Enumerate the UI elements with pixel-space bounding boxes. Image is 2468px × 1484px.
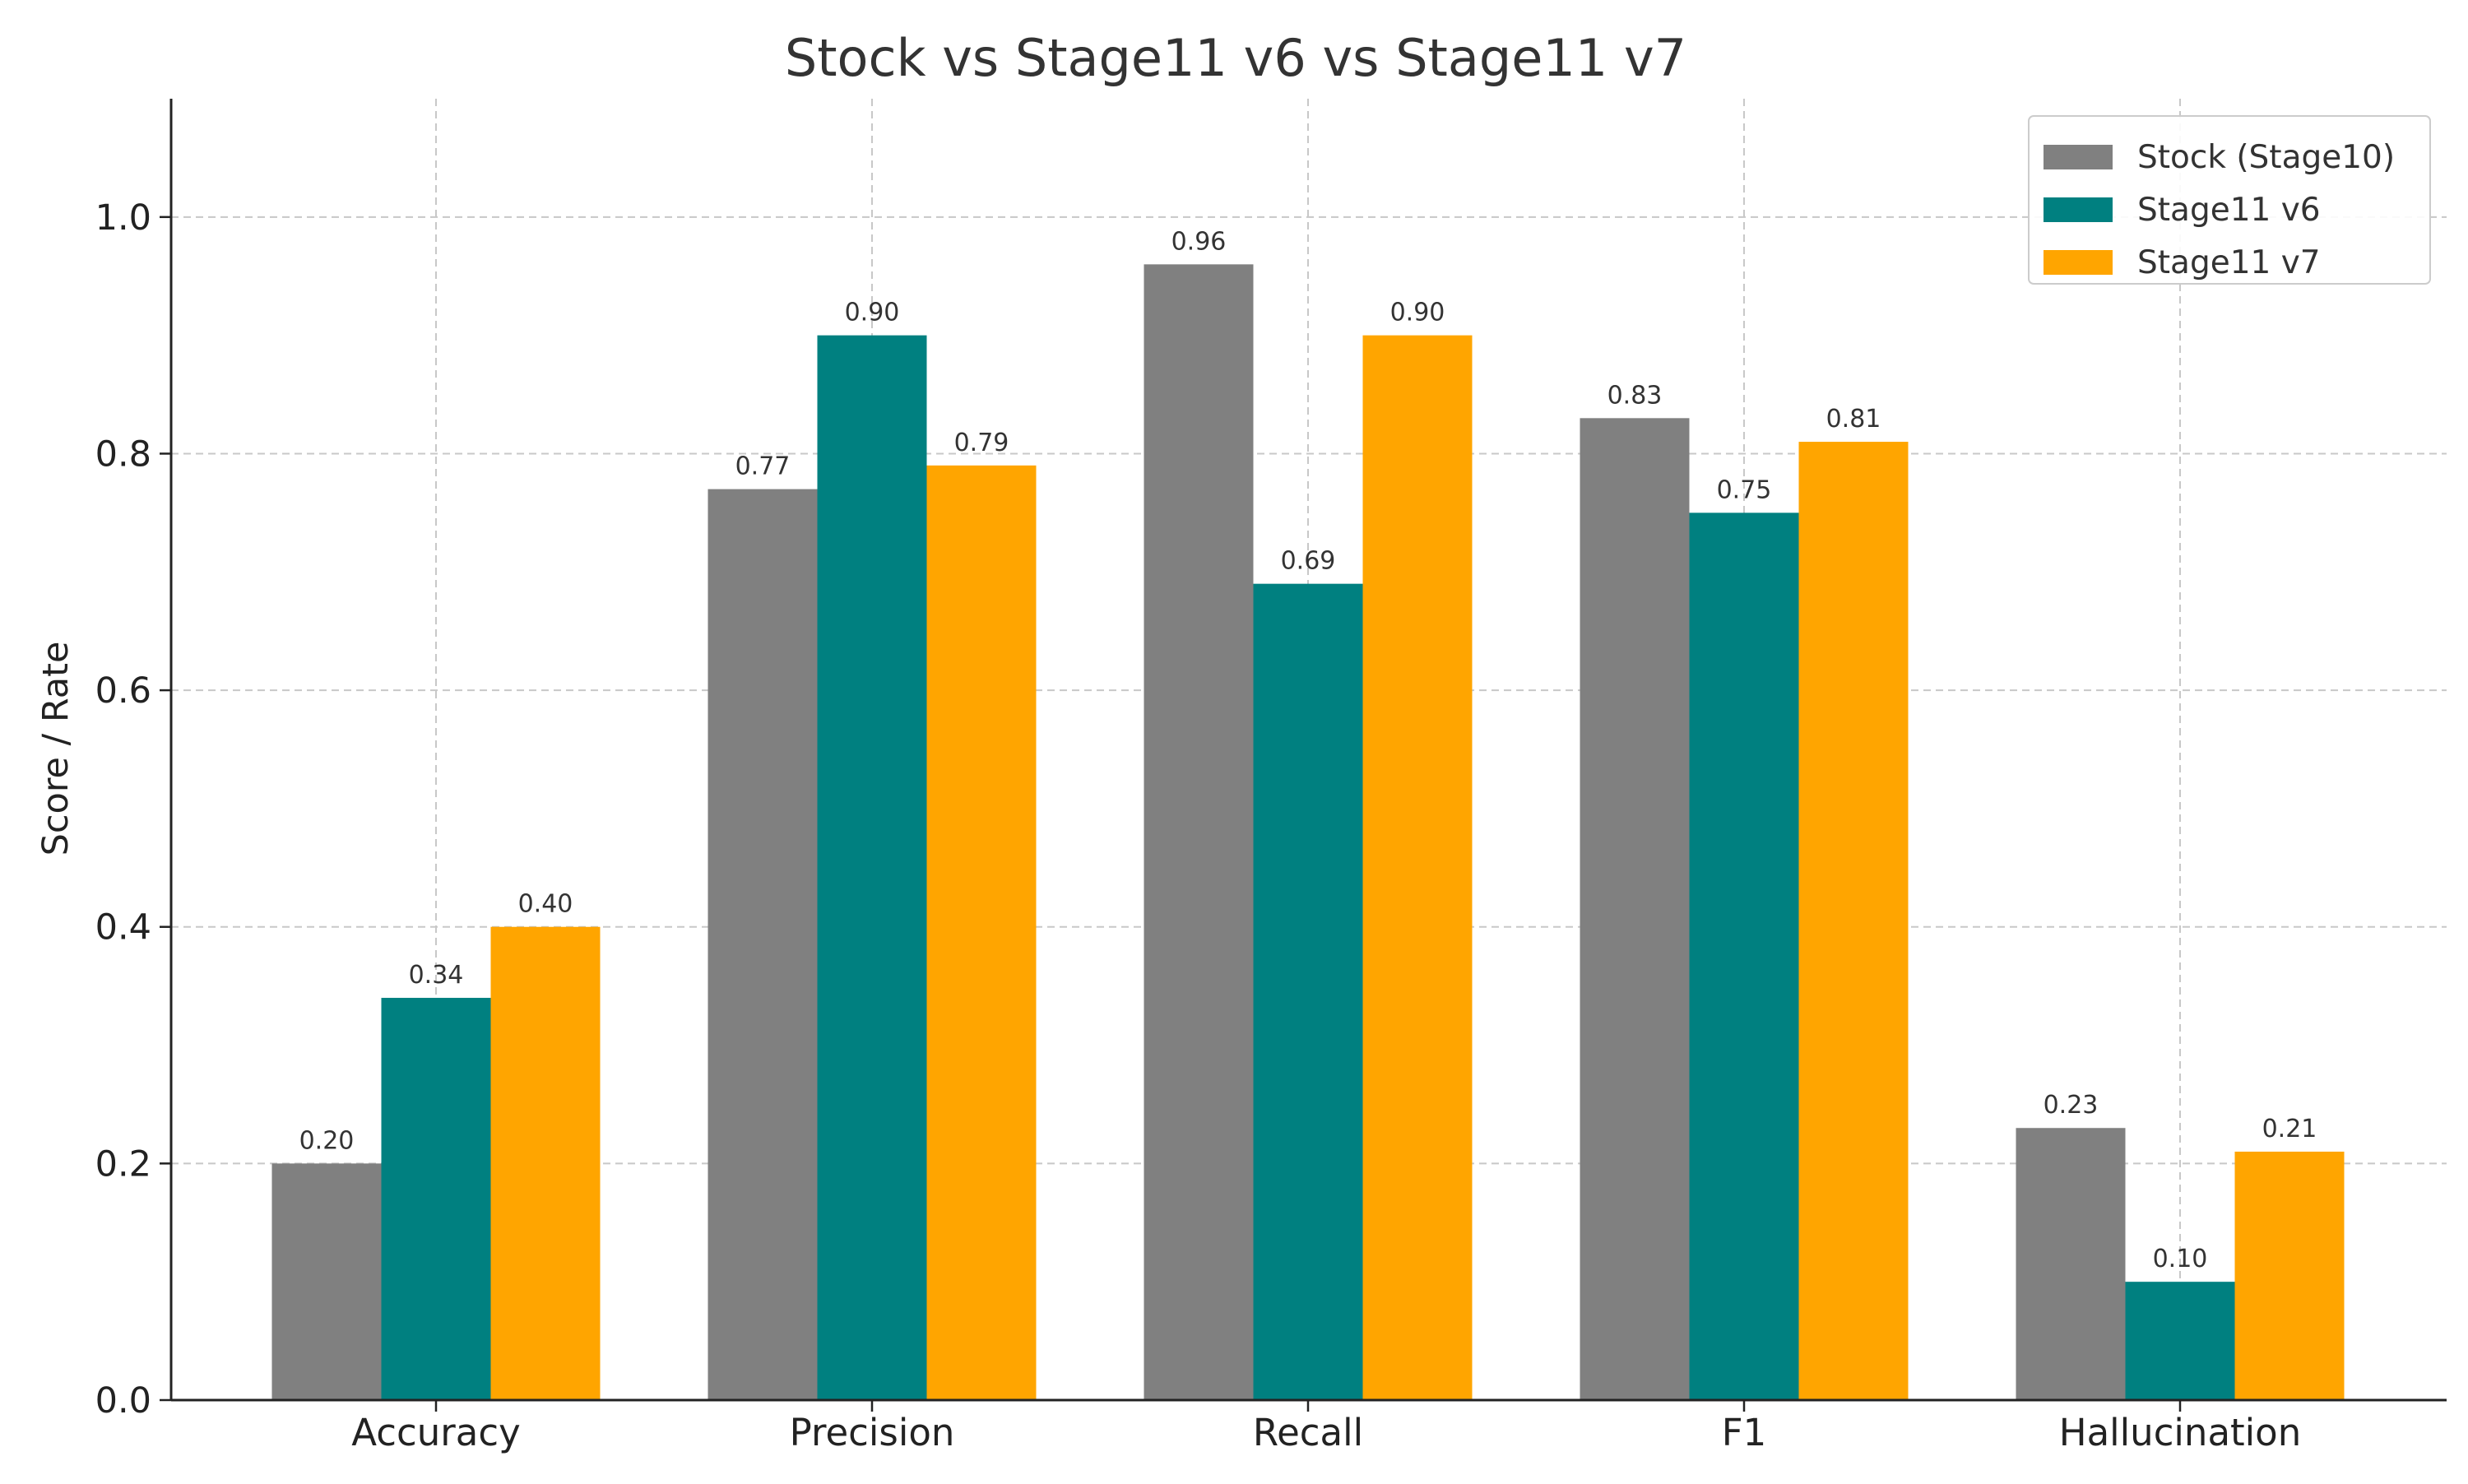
bar bbox=[1689, 512, 1799, 1400]
bar-value-label: 0.69 bbox=[1281, 547, 1336, 576]
legend-swatch bbox=[2044, 145, 2113, 169]
value-labels: 0.20 0.77 0.96 0.83 0.23 0.34 0.90 0.69 0.75 0.10… bbox=[299, 227, 2317, 1273]
bar-value-label: 0.21 bbox=[2262, 1115, 2317, 1143]
bar bbox=[1362, 335, 1473, 1400]
bar-value-label: 0.40 bbox=[518, 890, 573, 919]
bar bbox=[1144, 264, 1254, 1400]
x-tick-label: Recall bbox=[1253, 1411, 1363, 1454]
bar bbox=[1253, 583, 1363, 1400]
bar bbox=[926, 465, 1037, 1400]
bar-value-label: 0.77 bbox=[735, 452, 791, 481]
bar bbox=[1580, 418, 1690, 1400]
bar bbox=[2234, 1151, 2345, 1400]
bar-value-label: 0.34 bbox=[409, 961, 464, 990]
y-tick-label: 1.0 bbox=[95, 197, 151, 239]
bar-value-label: 0.75 bbox=[1717, 475, 1772, 504]
bar bbox=[490, 926, 601, 1400]
y-axis-label: Score / Rate bbox=[35, 642, 77, 856]
x-tick-label: F1 bbox=[1722, 1411, 1767, 1454]
x-tick-label: Precision bbox=[790, 1411, 955, 1454]
bar-value-label: 0.10 bbox=[2153, 1245, 2208, 1273]
x-tick-label: Hallucination bbox=[2059, 1411, 2301, 1454]
legend-label: Stock (Stage10) bbox=[2137, 139, 2395, 176]
bar bbox=[271, 1163, 382, 1400]
y-tick-label: 0.4 bbox=[95, 907, 151, 948]
legend: Stock (Stage10) Stage11 v6 Stage11 v7 bbox=[2028, 115, 2431, 285]
y-tick-label: 0.6 bbox=[95, 670, 151, 712]
y-tick-label: 0.0 bbox=[95, 1380, 151, 1421]
bar-value-label: 0.90 bbox=[1390, 299, 1445, 327]
ticks: 0.0 0.2 0.4 0.6 0.8 1.0 Accuracy Precision Recal… bbox=[95, 197, 2302, 1454]
bar bbox=[2016, 1128, 2126, 1400]
bar bbox=[817, 335, 927, 1400]
bar bbox=[1798, 442, 1909, 1400]
bar-value-label: 0.81 bbox=[1826, 405, 1881, 434]
legend-box bbox=[2028, 115, 2431, 285]
bar-value-label: 0.20 bbox=[299, 1126, 355, 1155]
bar-value-label: 0.23 bbox=[2044, 1091, 2099, 1120]
bar bbox=[707, 489, 818, 1400]
legend-swatch bbox=[2044, 250, 2113, 275]
bars bbox=[271, 264, 2345, 1400]
legend-swatch bbox=[2044, 197, 2113, 222]
bar bbox=[381, 998, 491, 1400]
x-tick-label: Accuracy bbox=[351, 1411, 520, 1454]
bar-value-label: 0.96 bbox=[1171, 227, 1227, 256]
y-tick-label: 0.8 bbox=[95, 434, 151, 475]
legend-label: Stage11 v7 bbox=[2137, 244, 2321, 281]
bar-value-label: 0.90 bbox=[845, 299, 900, 327]
chart-title: Stock vs Stage11 v6 vs Stage11 v7 bbox=[785, 28, 1686, 88]
legend-label: Stage11 v6 bbox=[2137, 192, 2321, 229]
bar-value-label: 0.79 bbox=[954, 429, 1009, 457]
bar-value-label: 0.83 bbox=[1607, 381, 1663, 410]
y-tick-label: 0.2 bbox=[95, 1143, 151, 1185]
bar bbox=[2125, 1282, 2235, 1400]
